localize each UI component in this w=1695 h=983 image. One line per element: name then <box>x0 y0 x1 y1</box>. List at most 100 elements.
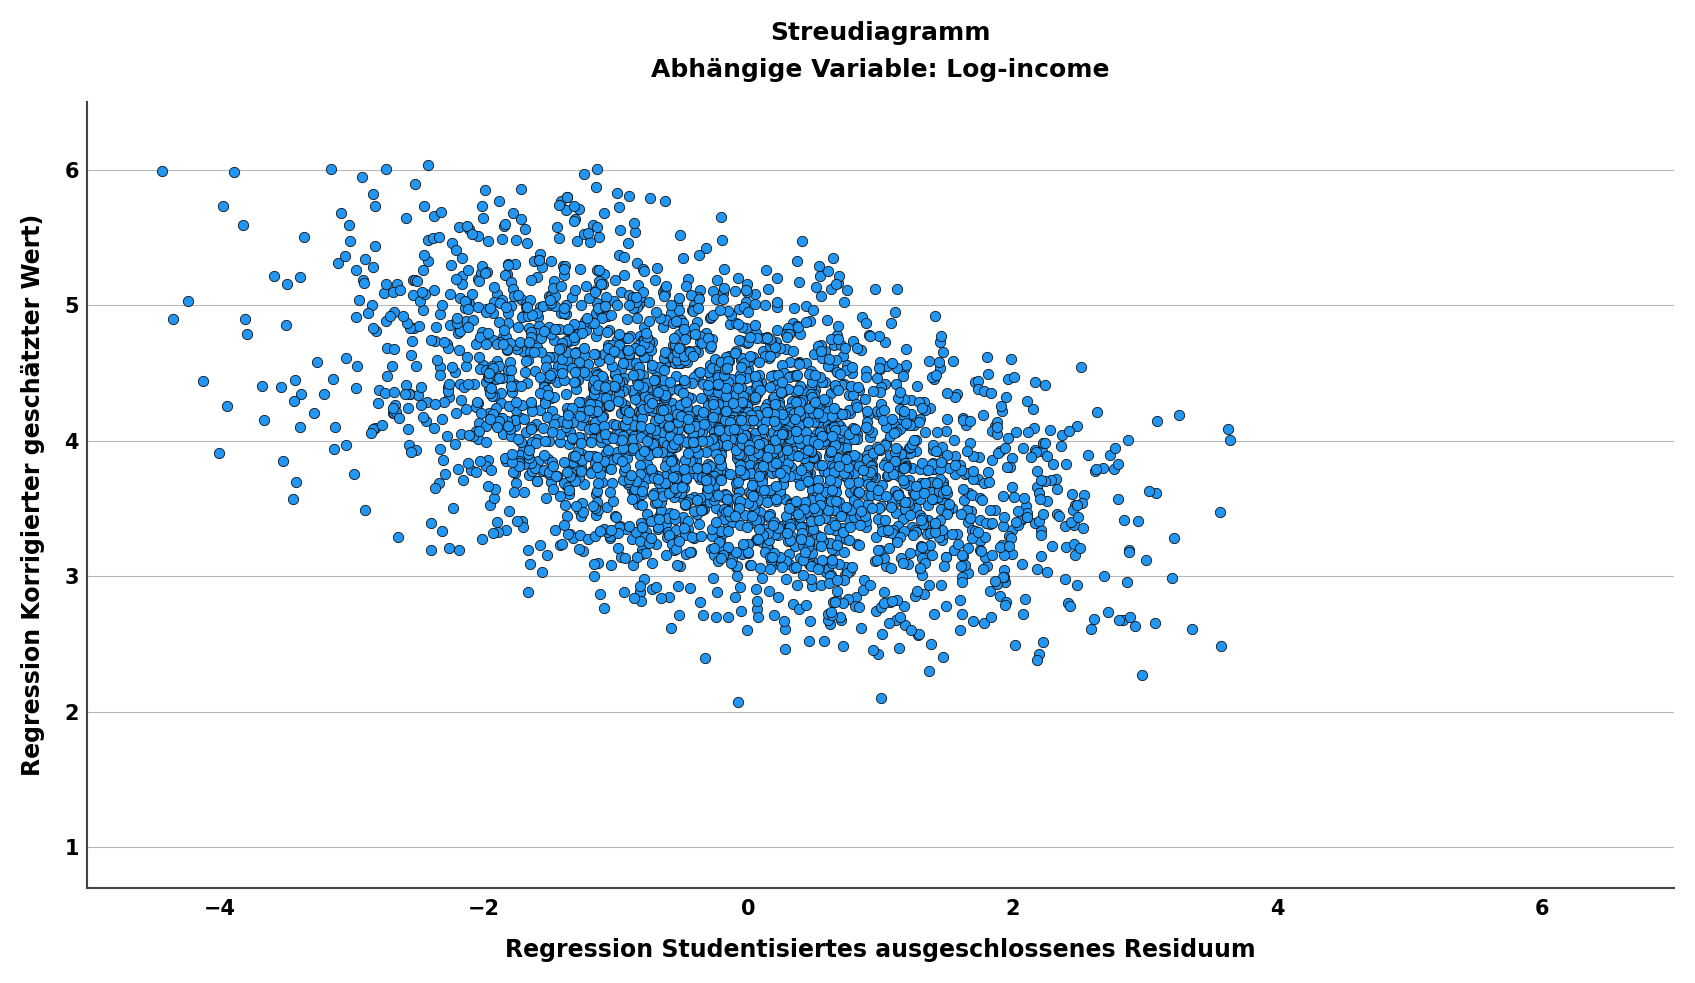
Point <box>632 388 659 404</box>
Point <box>408 397 436 413</box>
Point <box>610 381 637 397</box>
Point <box>725 462 753 478</box>
Point <box>625 296 653 312</box>
Point <box>827 337 854 353</box>
Point <box>859 445 886 461</box>
Point <box>1009 510 1036 526</box>
Point <box>770 476 797 492</box>
Point <box>659 351 686 367</box>
Point <box>829 430 856 445</box>
Point <box>786 477 814 492</box>
Point <box>853 513 880 529</box>
Point <box>758 333 785 349</box>
Point <box>742 532 770 548</box>
Point <box>417 515 444 531</box>
Point <box>607 345 634 361</box>
Point <box>527 330 554 346</box>
Point <box>953 502 980 518</box>
Point <box>739 448 766 464</box>
Point <box>585 322 612 338</box>
Point <box>605 326 632 342</box>
Point <box>468 405 495 421</box>
Point <box>744 432 771 447</box>
Point <box>629 399 656 415</box>
Point <box>675 408 702 424</box>
Point <box>880 467 907 483</box>
Point <box>941 448 968 464</box>
Point <box>476 412 503 428</box>
Point <box>554 405 581 421</box>
Point <box>502 233 529 249</box>
Point <box>610 439 637 455</box>
Point <box>803 405 831 421</box>
Point <box>725 446 753 462</box>
Point <box>759 389 786 405</box>
Point <box>637 190 664 205</box>
Point <box>515 437 542 453</box>
Point <box>654 467 681 483</box>
Point <box>775 381 802 397</box>
Point <box>1024 463 1051 479</box>
Point <box>485 370 512 385</box>
Point <box>832 532 859 548</box>
Point <box>892 341 919 357</box>
Point <box>966 490 993 505</box>
Point <box>864 487 892 502</box>
Point <box>720 410 747 426</box>
Point <box>764 444 792 460</box>
Point <box>617 422 644 437</box>
Point <box>756 331 783 347</box>
Point <box>549 359 576 375</box>
Point <box>349 169 376 185</box>
Point <box>707 447 734 463</box>
Point <box>892 500 919 516</box>
Point <box>651 389 678 405</box>
Point <box>815 606 842 621</box>
Point <box>948 607 975 622</box>
Point <box>524 305 551 320</box>
Point <box>919 547 946 562</box>
Point <box>564 455 592 471</box>
Point <box>949 574 976 590</box>
Point <box>800 386 827 402</box>
Point <box>695 480 722 495</box>
Point <box>878 355 905 371</box>
Point <box>871 512 898 528</box>
Point <box>642 514 670 530</box>
Point <box>973 558 1000 574</box>
Point <box>1070 520 1097 536</box>
Point <box>747 460 775 476</box>
Point <box>781 430 809 445</box>
Point <box>1083 404 1110 420</box>
Point <box>683 506 710 522</box>
Point <box>834 591 861 607</box>
Point <box>637 434 664 450</box>
Point <box>868 396 895 412</box>
Point <box>581 455 609 471</box>
Point <box>819 440 846 456</box>
Point <box>956 486 983 501</box>
Point <box>547 340 575 356</box>
Point <box>1059 502 1086 518</box>
Point <box>522 416 549 432</box>
Point <box>768 459 795 475</box>
Point <box>658 464 685 480</box>
Point <box>190 374 217 389</box>
Point <box>705 375 732 390</box>
Point <box>678 375 705 390</box>
Point <box>654 453 681 469</box>
Point <box>625 367 653 382</box>
Point <box>658 426 685 441</box>
Point <box>797 439 824 455</box>
Point <box>698 388 725 404</box>
Point <box>536 318 563 334</box>
Point <box>776 370 803 385</box>
Point <box>766 487 793 502</box>
Point <box>644 387 671 403</box>
Point <box>895 497 922 513</box>
Point <box>914 527 941 543</box>
Point <box>724 446 751 462</box>
Point <box>590 453 617 469</box>
Point <box>658 298 685 314</box>
Point <box>815 358 842 374</box>
